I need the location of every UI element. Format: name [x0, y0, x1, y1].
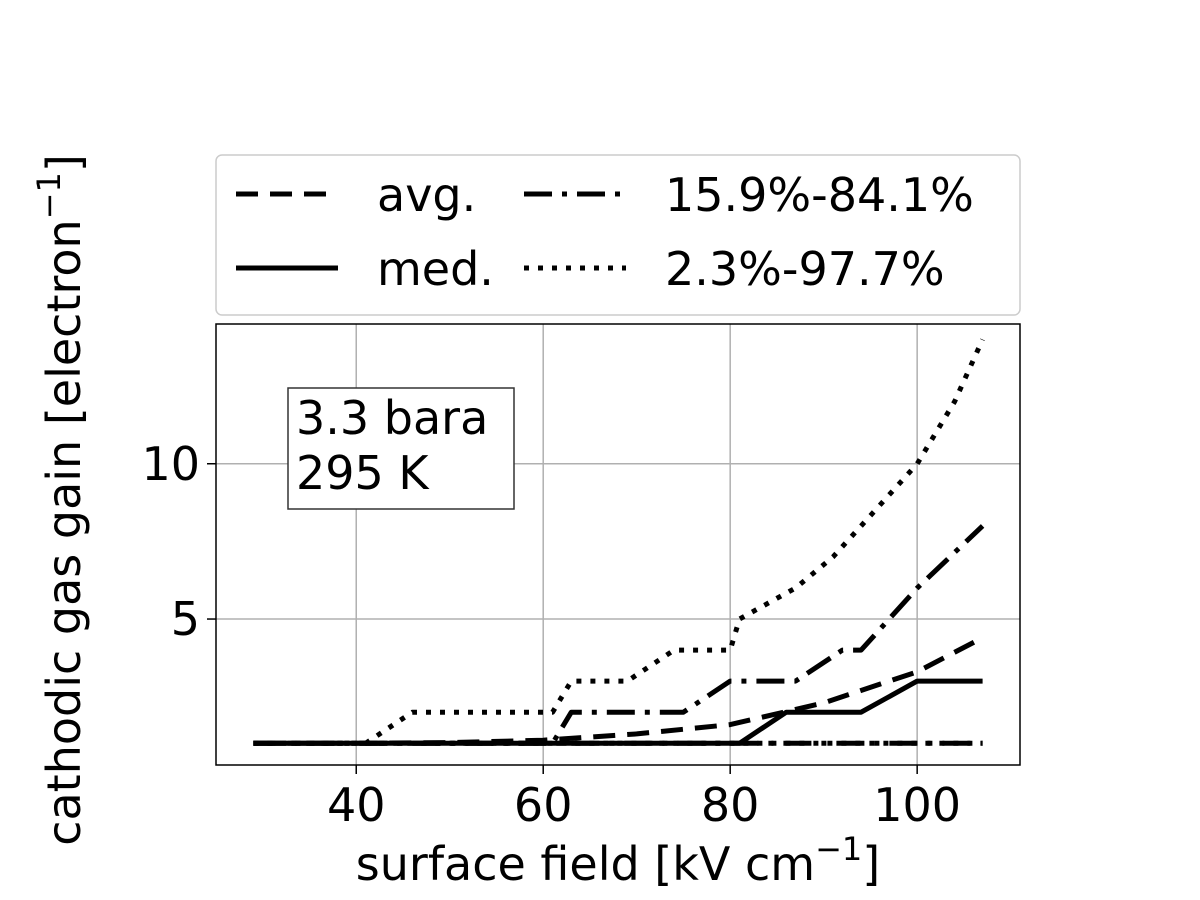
legend: avg. med. 15.9%-84.1% 2.3%-97.7%: [215, 154, 1021, 316]
y-tick-label-1: 10: [141, 437, 200, 491]
x-axis-label: surface field [kV cm−1]: [356, 830, 880, 891]
axis-ticks: 40 60 80 100 5 10: [141, 437, 961, 832]
plot-frame: [215, 323, 1021, 766]
legend-label-1: med.: [377, 242, 494, 296]
legend-label-2: 15.9%-84.1%: [665, 168, 974, 222]
series-line-1: [253, 678, 983, 746]
series-line-2: [253, 524, 985, 746]
legend-frame: [215, 154, 1021, 316]
annotation-box: 3.3 bara 295 K: [287, 387, 515, 510]
series-lines: [253, 338, 985, 746]
x-tick-label-2: 80: [701, 778, 760, 832]
y-axis-label: cathodic gas gain [electron−1]: [30, 154, 91, 846]
annotation-line-1: 3.3 bara: [296, 391, 488, 445]
x-tick-label-3: 100: [873, 778, 961, 832]
y-tick-label-0: 5: [171, 592, 200, 646]
x-tick-label-1: 60: [514, 778, 573, 832]
series-line-0: [253, 635, 984, 746]
legend-label-3: 2.3%-97.7%: [665, 242, 945, 296]
legend-label-0: avg.: [377, 168, 476, 222]
annotation-line-2: 295 K: [296, 446, 430, 500]
x-tick-label-0: 40: [327, 778, 386, 832]
